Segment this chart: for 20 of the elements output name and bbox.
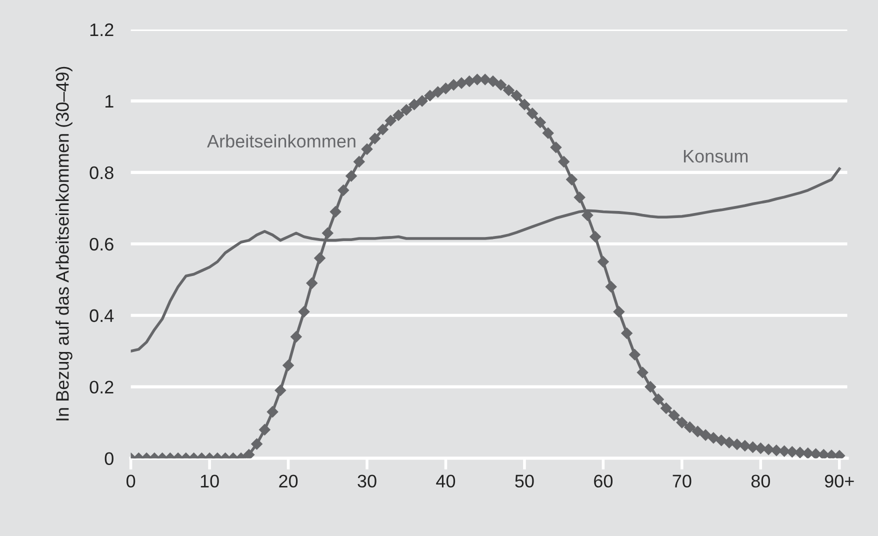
x-tick-label: 60 — [594, 474, 613, 488]
y-tick-label: 0.2 — [90, 380, 114, 394]
y-tick-label: 0.6 — [90, 238, 114, 251]
text: Konsum — [684, 150, 748, 163]
x-tick-label: 70 — [672, 474, 692, 488]
x-tick-label: 0 — [126, 474, 136, 488]
x-tick-label: 80 — [751, 474, 770, 488]
y-tick-label: 1.2 — [90, 23, 114, 36]
x-tick-label: 90+ — [824, 474, 854, 488]
series-label: Arbeitseinkommen — [207, 134, 356, 148]
y-tick-label: 0 — [104, 452, 114, 465]
y-tick-label: 0.8 — [90, 166, 114, 180]
x-tick-label: 50 — [515, 474, 534, 488]
x-tick-label: 20 — [279, 474, 298, 488]
y-tick-label: 1 — [105, 95, 114, 108]
x-tick-label: 40 — [436, 474, 456, 488]
x-tick-label: 10 — [200, 474, 219, 488]
y-tick-label: 0.4 — [90, 309, 114, 322]
y-axis-title: In Bezug auf das Arbeitseinkommen (30–49) — [56, 66, 72, 420]
x-tick-label: 30 — [358, 474, 376, 488]
